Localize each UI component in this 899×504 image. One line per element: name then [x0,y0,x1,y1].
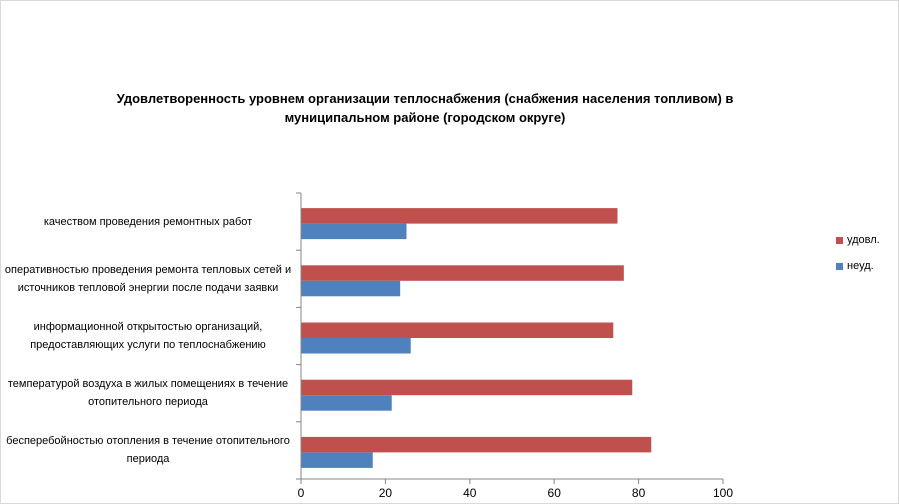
bar-unsatisfied-4 [301,452,373,468]
category-label-0: качеством проведения ремонтных работ [0,193,296,250]
x-tick-label-5: 100 [713,486,733,500]
bar-satisfied-0 [301,208,618,224]
x-tick-label-2: 40 [463,486,477,500]
bar-unsatisfied-3 [301,395,392,411]
x-tick-label-0: 0 [298,486,305,500]
bar-satisfied-3 [301,379,633,396]
legend-item-unsatisfied: неуд. [836,259,880,273]
bar-unsatisfied-1 [301,280,401,297]
chart-title-line-1: Удовлетворенность уровнем организации те… [116,91,734,106]
bar-satisfied-4 [301,436,652,453]
legend: удовл. неуд. [836,233,880,285]
x-tick-label-1: 20 [379,486,393,500]
category-label-text: информационной открытостью организаций, … [30,320,266,351]
category-label-text: оперативностью проведения ремонта теплов… [4,263,292,294]
category-label-4: бесперебойностью отопления в течение ото… [0,422,296,479]
category-label-text: температурой воздуха в жилых помещениях … [7,378,289,409]
legend-label-unsatisfied: неуд. [847,260,874,272]
category-label-3: температурой воздуха в жилых помещениях … [0,365,296,422]
legend-label-satisfied: удовл. [847,234,880,246]
chart-title-line-2: муниципальном районе (городском округе) [284,110,566,125]
bar-satisfied-2 [301,322,614,338]
category-label-text: качеством проведения ремонтных работ [43,215,253,228]
legend-swatch-unsatisfied [836,262,843,270]
legend-swatch-satisfied [836,236,843,244]
legend-item-satisfied: удовл. [836,233,880,247]
bar-satisfied-1 [301,265,624,281]
chart-title: Удовлетворенность уровнем организации те… [0,89,850,127]
bar-unsatisfied-0 [301,223,407,240]
category-label-2: информационной открытостью организаций, … [0,307,296,364]
category-label-1: оперативностью проведения ремонта теплов… [0,250,296,307]
bar-unsatisfied-2 [301,338,411,354]
category-label-text: бесперебойностью отопления в течение ото… [6,435,290,466]
x-tick-label-4: 80 [632,486,646,500]
x-tick-label-3: 60 [548,486,562,500]
